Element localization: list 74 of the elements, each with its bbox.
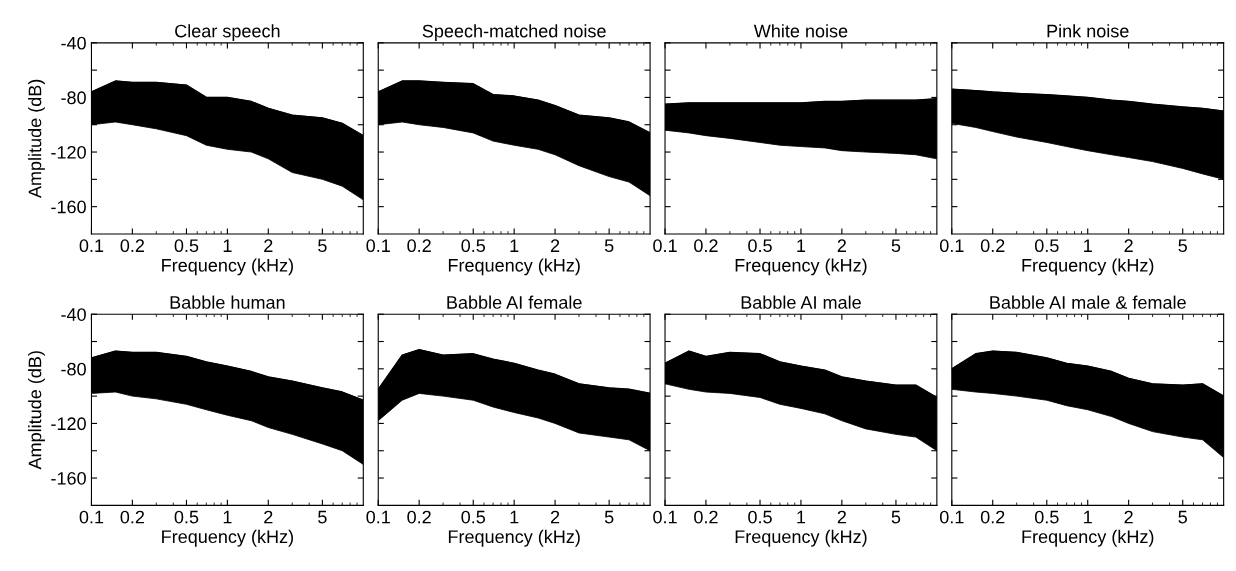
x-tick-label: 0.1	[939, 239, 964, 253]
x-tick-label: 0.1	[79, 239, 104, 253]
x-tick-label: 1	[797, 239, 806, 252]
y-tick-label: -80	[61, 91, 86, 105]
x-tick-label: 0.5	[461, 239, 486, 253]
y-tick-label: -120	[51, 145, 86, 159]
x-tick-label: 0.1	[366, 510, 390, 524]
x-tick-label: 1	[1084, 239, 1092, 252]
x-axis-title: Frequency (kHz)	[1022, 258, 1154, 276]
y-tick-label: -160	[51, 200, 86, 214]
x-tick-label: 1	[223, 510, 232, 524]
x-tick-label: 0.2	[980, 510, 1005, 524]
x-tick-label: 2	[550, 239, 560, 252]
x-axis-title: Frequency (kHz)	[448, 529, 580, 547]
x-tick-label: 0.5	[748, 510, 772, 524]
x-tick-label: 2	[837, 510, 846, 524]
y-tick-label: -160	[51, 471, 86, 485]
x-axis-title: Frequency (kHz)	[735, 258, 867, 276]
x-tick-label: 0.5	[1034, 239, 1059, 253]
x-tick-label: 0.5	[174, 239, 199, 253]
x-tick-label: 2	[264, 510, 273, 524]
x-tick-label: 0.1	[366, 239, 390, 253]
chart-title: Clear speech	[175, 24, 280, 42]
chart-title: Babble AI male & female	[990, 295, 1186, 309]
x-tick-label: 5	[891, 510, 901, 524]
x-tick-label: 1	[797, 510, 806, 524]
x-tick-label: 5	[604, 510, 614, 524]
x-tick-label: 0.2	[120, 239, 145, 253]
x-tick-label: 5	[318, 239, 327, 253]
x-tick-label: 5	[318, 510, 327, 524]
y-tick-label: -120	[51, 417, 86, 431]
x-tick-label: 1	[510, 239, 519, 252]
chart-title: Babble human	[170, 295, 285, 309]
x-tick-label: 2	[1124, 510, 1133, 524]
x-tick-label: 1	[510, 510, 519, 524]
x-tick-label: 0.2	[694, 510, 718, 524]
y-tick-label: -80	[61, 362, 86, 376]
y-axis-title: Amplitude (dB)	[28, 79, 45, 199]
x-axis-title: Frequency (kHz)	[1022, 529, 1154, 547]
x-tick-label: 0.2	[407, 510, 431, 524]
chart-title: Babble AI male	[741, 295, 861, 309]
x-tick-label: 2	[1124, 239, 1133, 252]
x-tick-label: 5	[1178, 510, 1187, 524]
x-axis-title: Frequency (kHz)	[448, 258, 580, 276]
x-tick-label: 0.5	[174, 510, 199, 524]
chart-title: White noise	[753, 24, 848, 38]
x-tick-label: 0.5	[461, 510, 486, 524]
x-axis-title: Frequency (kHz)	[735, 529, 867, 547]
chart-title: Speech-matched noise	[422, 24, 606, 42]
x-axis-title: Frequency (kHz)	[162, 529, 293, 547]
x-tick-label: 0.2	[407, 239, 431, 253]
x-tick-label: 2	[837, 239, 846, 252]
x-tick-label: 5	[604, 239, 614, 253]
x-tick-label: 0.5	[1034, 510, 1059, 524]
chart-title: Pink noise	[1047, 24, 1129, 38]
x-tick-label: 0.2	[694, 239, 718, 253]
x-tick-label: 0.5	[748, 239, 772, 253]
y-axis-title: Amplitude (dB)	[28, 351, 45, 470]
x-tick-label: 0.1	[939, 510, 964, 524]
x-tick-label: 2	[550, 510, 560, 524]
y-tick-label: -40	[61, 308, 86, 321]
x-tick-label: 1	[223, 239, 232, 252]
x-tick-label: 0.1	[653, 510, 677, 524]
x-tick-label: 0.1	[79, 510, 104, 524]
x-tick-label: 0.2	[980, 239, 1005, 253]
y-tick-label: -40	[61, 36, 86, 50]
x-tick-label: 5	[891, 239, 901, 253]
x-tick-label: 0.1	[653, 239, 677, 253]
x-tick-label: 0.2	[120, 510, 145, 524]
x-tick-label: 2	[264, 239, 273, 252]
x-tick-label: 5	[1178, 239, 1187, 253]
x-axis-title: Frequency (kHz)	[162, 258, 293, 276]
chart-title: Babble AI female	[447, 295, 582, 309]
x-tick-label: 1	[1084, 510, 1092, 524]
